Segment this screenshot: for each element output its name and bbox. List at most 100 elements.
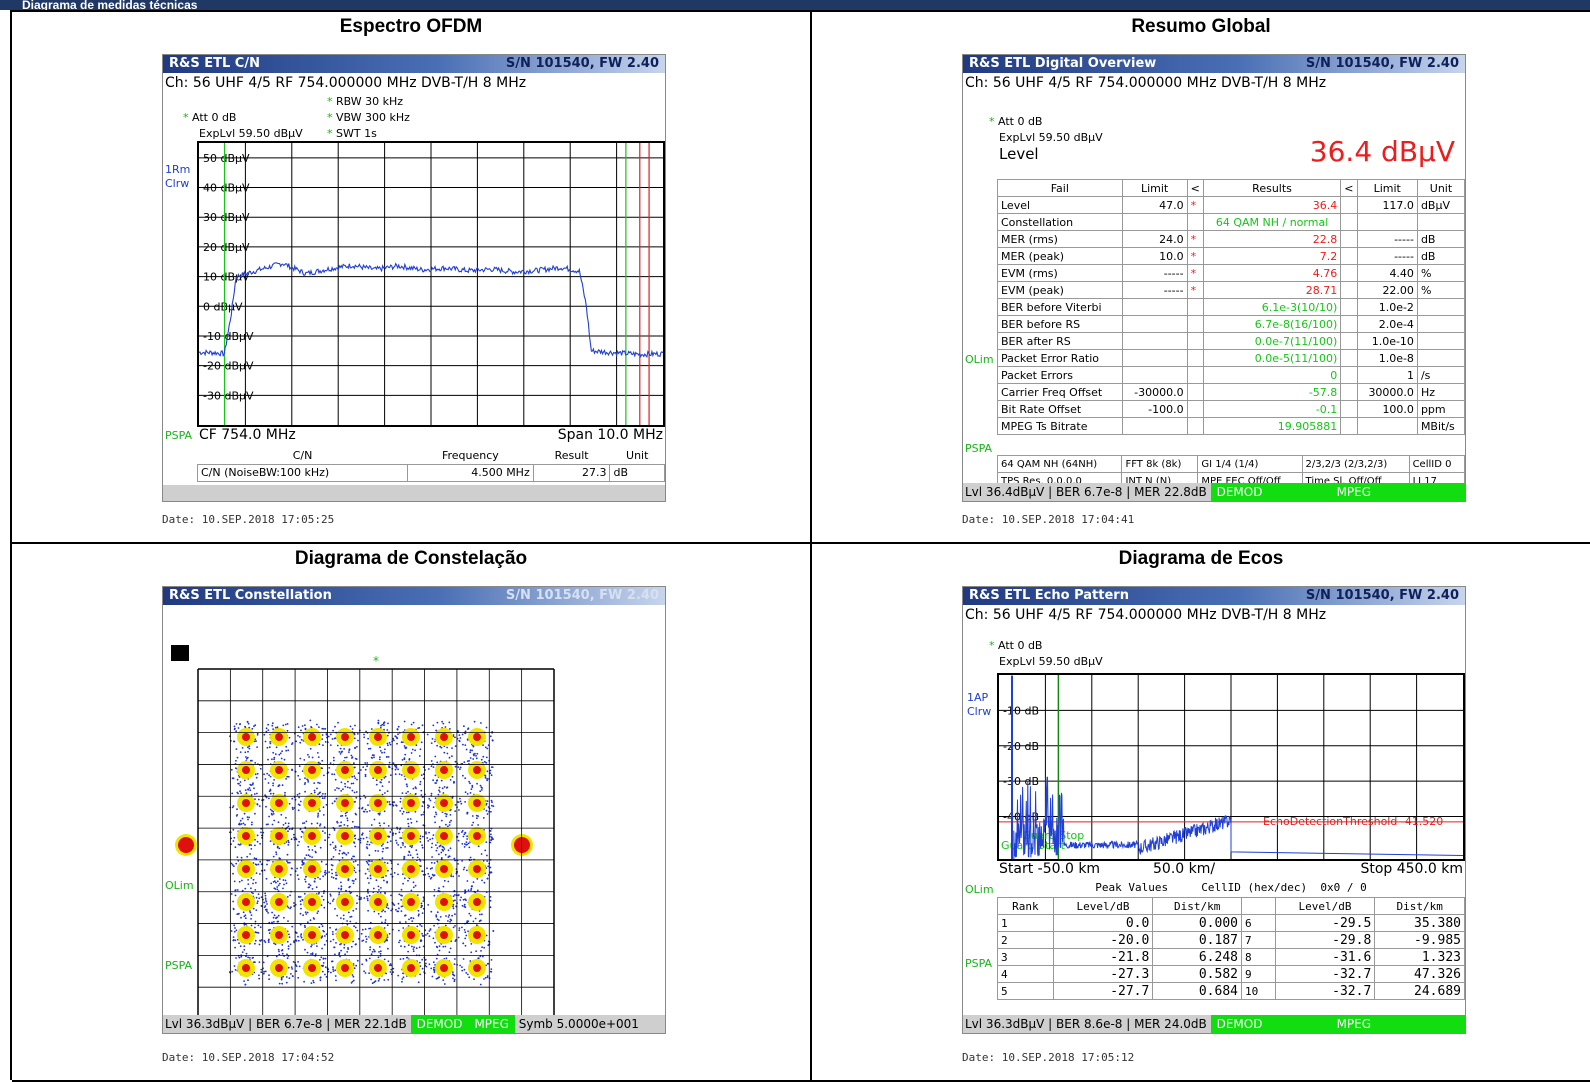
symbol-point xyxy=(473,720,476,723)
symbol-point xyxy=(420,939,423,942)
symbol-point xyxy=(387,978,390,981)
symbol-point xyxy=(368,927,370,930)
peak-cell: -27.7 xyxy=(1052,982,1154,1000)
symbol-point xyxy=(324,741,327,743)
symbol-point xyxy=(486,777,488,780)
symbol-point xyxy=(362,939,365,942)
result-value: 22.8 xyxy=(1202,230,1342,248)
symbol-point xyxy=(486,779,489,782)
symbol-point xyxy=(246,756,249,759)
symbol-point xyxy=(366,810,368,813)
symbol-point xyxy=(321,895,323,898)
symbol-point xyxy=(329,893,332,896)
param-name: BER after RS xyxy=(997,332,1123,350)
symbol-center xyxy=(374,733,382,741)
sep-cell xyxy=(1340,281,1357,299)
info-cell: FFT 8k (8k) xyxy=(1121,455,1199,473)
symbol-point xyxy=(318,743,321,746)
symbol-point xyxy=(255,896,258,899)
header-text: Diagrama de medidas técnicas xyxy=(22,0,198,10)
symbol-point xyxy=(407,879,409,882)
symbol-point xyxy=(321,759,324,762)
symbol-point xyxy=(472,753,475,756)
symbol-point xyxy=(367,909,369,912)
symbol-point xyxy=(390,894,392,897)
symbol-point xyxy=(277,884,280,887)
symbol-point xyxy=(492,805,495,807)
symbol-point xyxy=(454,745,457,747)
trace-label-1: 1AP xyxy=(967,691,989,704)
upper-limit: ----- xyxy=(1356,230,1418,248)
symbol-point xyxy=(464,744,467,746)
symbol-point xyxy=(447,880,450,883)
symbol-point xyxy=(399,939,401,942)
symbol-point xyxy=(331,841,334,844)
unit: % xyxy=(1416,264,1465,282)
symbol-point xyxy=(436,847,439,849)
symbol-point xyxy=(344,953,346,956)
peak-cell: -9.985 xyxy=(1374,931,1465,949)
symbol-point xyxy=(418,755,421,757)
symbol-point xyxy=(249,910,251,912)
symbol-point xyxy=(457,766,460,768)
symbol-point xyxy=(305,854,308,856)
symbol-point xyxy=(257,893,260,895)
symbol-point xyxy=(491,766,494,768)
symbol-center xyxy=(374,832,382,840)
symbol-point xyxy=(436,721,439,724)
symbol-point xyxy=(379,952,382,955)
symbol-point xyxy=(297,809,300,812)
symbol-point xyxy=(410,752,413,754)
symbol-point xyxy=(346,824,349,827)
symbol-point xyxy=(311,856,313,858)
symbol-point xyxy=(315,886,318,889)
symbol-point xyxy=(475,757,478,760)
symbol-point xyxy=(368,860,371,863)
symbol-point xyxy=(291,769,293,771)
symbol-point xyxy=(445,813,448,816)
symbol-point xyxy=(388,761,391,764)
symbol-point xyxy=(259,860,262,863)
unit xyxy=(1416,315,1465,333)
symbol-point xyxy=(419,965,422,967)
symbol-point xyxy=(437,919,440,922)
symbol-point xyxy=(234,927,236,929)
symbol-point xyxy=(331,773,333,776)
symbol-point xyxy=(363,970,365,973)
symbol-point xyxy=(231,792,234,795)
symbol-point xyxy=(279,752,282,755)
symbol-point xyxy=(489,735,492,738)
symbol-point xyxy=(292,808,294,811)
symbol-point xyxy=(287,945,290,948)
symbol-point xyxy=(272,751,275,754)
symbol-point xyxy=(372,887,375,890)
symbol-center xyxy=(341,766,349,774)
symbol-point xyxy=(480,789,483,791)
symbol-point xyxy=(400,899,403,901)
symbol-point xyxy=(394,773,397,776)
symbol-point xyxy=(287,906,290,909)
symbol-point xyxy=(273,921,275,923)
symbol-point xyxy=(310,726,312,728)
symbol-point xyxy=(329,926,331,929)
symbol-point xyxy=(356,894,358,897)
symbol-point xyxy=(321,797,324,800)
symbol-point xyxy=(238,942,240,945)
symbol-point xyxy=(424,958,427,961)
symbol-point xyxy=(356,778,358,781)
symbol-point xyxy=(459,899,462,901)
symbol-point xyxy=(339,747,342,750)
symbol-point xyxy=(291,968,293,970)
result-value: 64 QAM NH / normal xyxy=(1202,213,1342,231)
symbol-point xyxy=(465,748,468,751)
symbol-point xyxy=(308,883,310,886)
symbol-point xyxy=(247,979,249,982)
symbol-point xyxy=(310,953,312,955)
symbol-point xyxy=(299,912,302,915)
unit: dBµV xyxy=(1416,196,1465,214)
symbol-point xyxy=(434,811,437,814)
symbol-point xyxy=(281,944,284,946)
symbol-point xyxy=(254,724,257,727)
peak-values-table: Rank Level/dB Dist/km Level/dB Dist/km 1 0.0 0.… xyxy=(997,897,1465,1000)
symbol-point xyxy=(232,936,235,938)
